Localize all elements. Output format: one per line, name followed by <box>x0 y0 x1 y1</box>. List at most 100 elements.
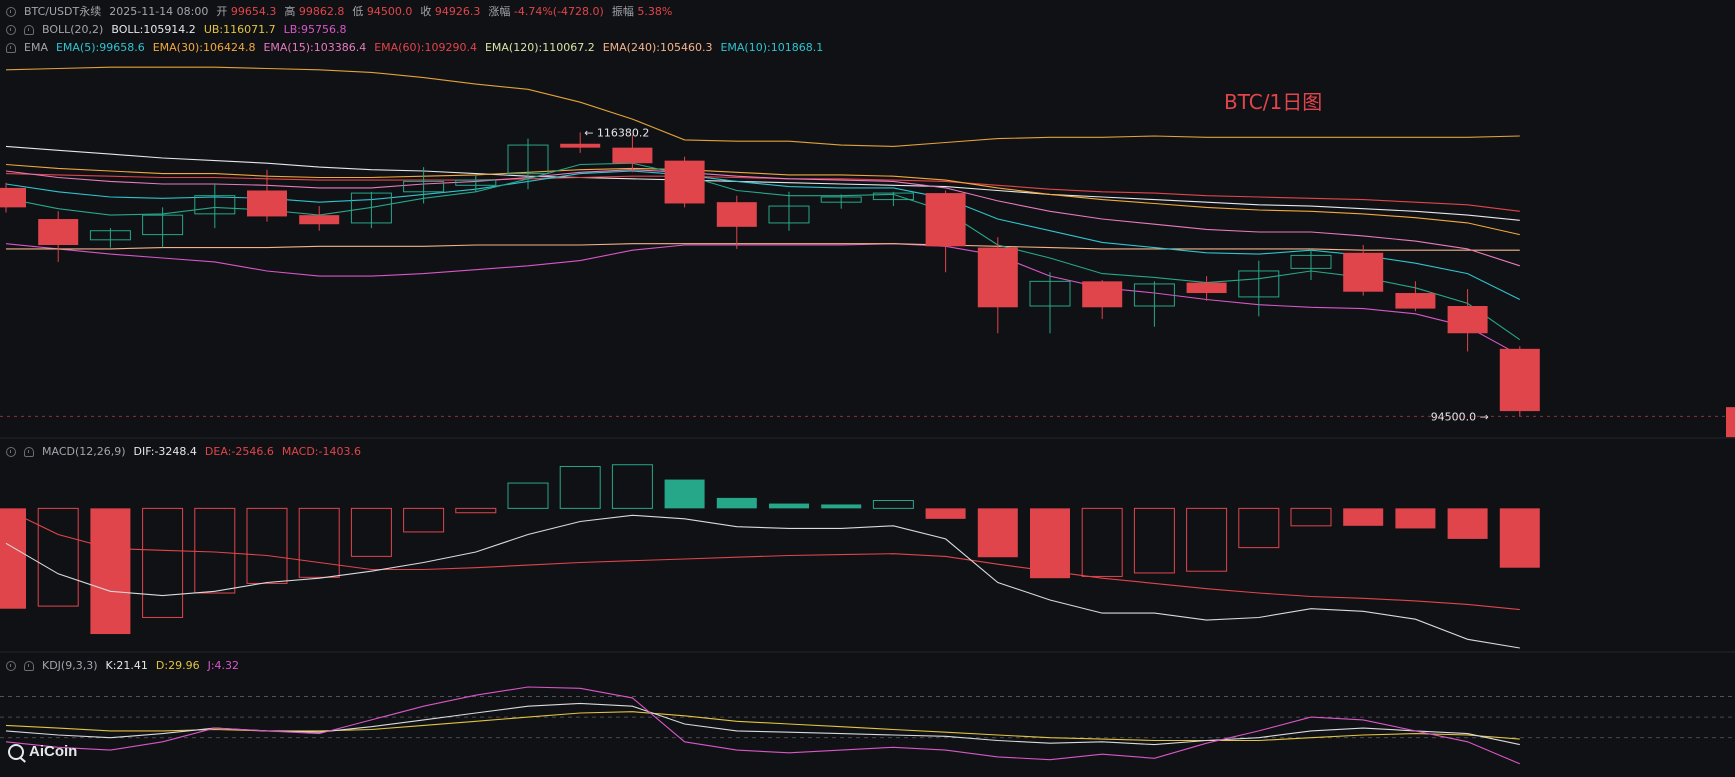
candle-body-down <box>247 190 287 217</box>
boll-upper-line <box>5 66 1520 147</box>
macd-histogram-bar <box>37 507 79 607</box>
settings-eye-icon[interactable] <box>6 447 16 457</box>
candle-body-up <box>403 180 445 193</box>
macd-histogram-bar <box>1499 508 1540 568</box>
macd-histogram-bar <box>559 465 601 509</box>
amplitude-value: 振幅 5.38% <box>611 5 673 18</box>
macd-histogram-bar <box>246 507 288 584</box>
candle-body-up <box>1290 254 1332 269</box>
candle-body-up <box>820 196 862 203</box>
ema15-value: EMA(15):103386.4 <box>263 41 367 54</box>
macd-histogram-bar <box>769 503 809 509</box>
candle-body-up <box>455 179 497 186</box>
aicoin-logo-icon <box>8 743 24 760</box>
candle-body-down <box>1186 282 1227 294</box>
candle-body-up <box>1238 270 1280 298</box>
macd-histogram-bar <box>1030 508 1070 579</box>
macd-histogram-bar <box>1133 507 1175 574</box>
ema240-value: EMA(240):105460.3 <box>602 41 713 54</box>
macd-histogram-bar <box>507 482 549 509</box>
macd-histogram-bar <box>403 507 445 533</box>
ema60-line <box>5 173 1520 212</box>
macd-histogram-bar <box>1186 507 1228 572</box>
ema-header: EMA EMA(5):99658.6 EMA(30):106424.8 EMA(… <box>6 40 823 56</box>
boll-ub: UB:116071.7 <box>203 23 276 36</box>
settings-eye-icon[interactable] <box>6 661 16 671</box>
candle-body-down <box>0 187 26 208</box>
kdj-j-line <box>5 686 1521 765</box>
boll-lower-line <box>5 243 1521 356</box>
bell-icon[interactable] <box>24 661 34 671</box>
ema120-line <box>5 145 1520 221</box>
candle-body-down <box>1395 293 1436 309</box>
macd-header: MACD(12,26,9) DIF:-3248.4 DEA:-2546.6 MA… <box>6 444 361 460</box>
candle-body-down <box>925 193 966 247</box>
candle-body-down <box>1343 252 1384 292</box>
macd-histogram-bar <box>1081 507 1123 577</box>
candle-body-down <box>1447 306 1488 334</box>
kdj-k: K:21.41 <box>105 659 148 672</box>
candle-body-up <box>142 214 184 236</box>
macd-dif: DIF:-3248.4 <box>133 445 197 458</box>
candle-body-up <box>1029 280 1071 307</box>
bell-icon[interactable] <box>6 43 16 53</box>
candle-body-up <box>89 230 131 241</box>
candle-body-down <box>1499 348 1540 412</box>
ema30-line <box>5 163 1520 236</box>
macd-name: MACD(12,26,9) <box>42 445 126 458</box>
macd-histogram-bar <box>925 508 966 519</box>
min-price-label: 94500.0 → <box>1431 410 1489 423</box>
macd-dea: DEA:-2546.6 <box>204 445 274 458</box>
symbol-header: BTC/USDT永续 2025-11-14 08:00 开 99654.3 高 … <box>6 4 672 20</box>
macd-histogram-bar <box>872 500 914 509</box>
macd-histogram-bar <box>350 507 392 557</box>
macd-histogram-bar <box>1447 508 1488 539</box>
macd-histogram-bar <box>1395 508 1436 529</box>
boll-mid: BOLL:105914.2 <box>111 23 196 36</box>
aicoin-logo: AiCoin <box>8 743 77 760</box>
close-value: 收 94926.3 <box>420 5 481 18</box>
boll-lb: LB:95756.8 <box>283 23 347 36</box>
ema240-line <box>6 243 1520 251</box>
macd-dea-line <box>5 508 1520 611</box>
bell-icon[interactable] <box>24 25 34 35</box>
macd-histogram-bar <box>455 507 497 514</box>
candle-body-down <box>977 247 1018 308</box>
kdj-name: KDJ(9,3,3) <box>42 659 98 672</box>
candle-body-up <box>1133 283 1175 307</box>
candle-body-down <box>612 147 653 164</box>
candle-body-down <box>38 219 79 245</box>
logo-text: AiCoin <box>29 743 78 760</box>
macd-histogram-bar <box>1290 507 1332 527</box>
symbol-name: BTC/USDT永续 <box>24 5 102 18</box>
macd-histogram-bar <box>611 464 653 509</box>
macd-histogram-bar <box>977 508 1018 558</box>
change-value: 涨幅 -4.74%(-4728.0) <box>488 5 604 18</box>
max-price-label: ← 116380.2 <box>584 126 649 139</box>
macd-histogram-bar <box>298 507 340 578</box>
kdj-d: D:29.96 <box>155 659 200 672</box>
boll-header: BOLL(20,2) BOLL:105914.2 UB:116071.7 LB:… <box>6 22 346 38</box>
kdj-header: KDJ(9,3,3) K:21.41 D:29.96 J:4.32 <box>6 658 239 674</box>
low-value: 低 94500.0 <box>352 5 413 18</box>
open-value: 开 99654.3 <box>216 5 277 18</box>
settings-eye-icon[interactable] <box>6 25 16 35</box>
macd-histogram-bar <box>664 479 705 509</box>
info-icon[interactable] <box>6 7 16 17</box>
ema10-value: EMA(10):101868.1 <box>720 41 824 54</box>
macd-histogram-bar <box>194 507 236 594</box>
ema-name: EMA <box>24 41 48 54</box>
chart-overlay-title: BTC/1日图 <box>1224 90 1323 114</box>
ema60-value: EMA(60):109290.4 <box>374 41 477 54</box>
macd-histogram-bar <box>1343 508 1384 526</box>
candle-body-down <box>560 143 601 148</box>
macd-dif-line <box>5 514 1520 649</box>
candle-body-up <box>350 192 392 224</box>
candle-body-up <box>872 192 914 201</box>
candle-body-down <box>299 215 340 225</box>
ema15-line <box>5 169 1520 267</box>
macd-histogram-bar <box>716 497 757 509</box>
bell-icon[interactable] <box>24 447 34 457</box>
